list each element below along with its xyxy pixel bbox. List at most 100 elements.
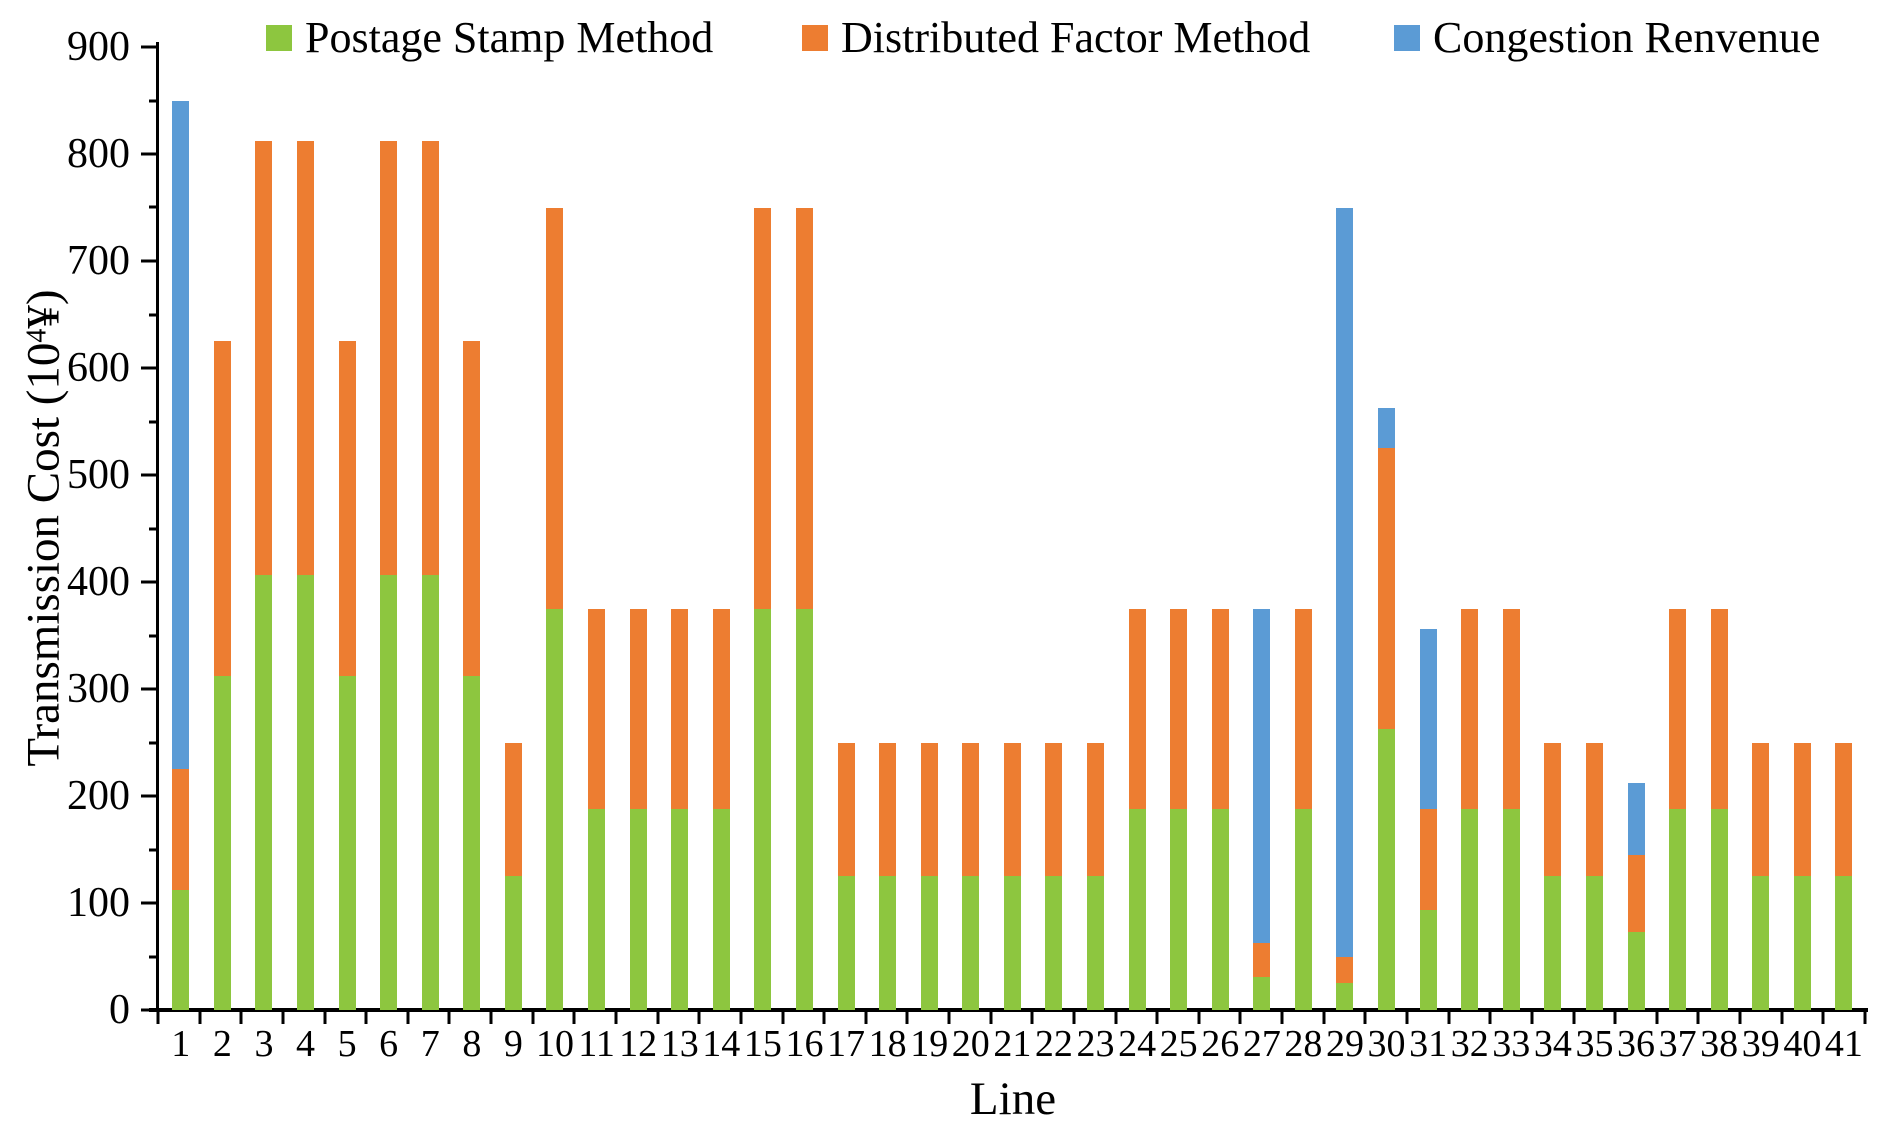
x-tick [1363,1010,1367,1024]
x-tick [781,1010,784,1024]
x-tick [281,1010,285,1024]
bar-segment [1585,742,1603,877]
bar-slot-line-30 [1366,47,1408,1010]
bar-segment [1170,809,1188,1010]
x-tick-label-28: 28 [1284,1023,1323,1065]
x-tick-label-33: 33 [1492,1023,1531,1065]
bar-segment [1627,932,1645,1010]
bar-slot-line-4 [285,47,327,1010]
legend-item-congestion-revenue: Congestion Renvenue [1394,16,1820,60]
bar-line-28 [1294,47,1312,1010]
bar-slot-line-36 [1615,47,1657,1010]
bar-line-25 [1170,47,1188,1010]
x-tick-label-11: 11 [578,1023,615,1065]
bar-line-30 [1378,47,1396,1010]
bar-segment [504,876,522,1010]
bar-segment [795,608,813,1010]
bar-line-33 [1502,47,1520,1010]
bar-slot-line-40 [1782,47,1824,1010]
bar-line-16 [795,47,813,1010]
bar-line-37 [1669,47,1687,1010]
x-tick-label-4: 4 [296,1023,316,1065]
y-tick-label: 700 [67,238,130,284]
bar-segment [463,675,481,1010]
x-tick-label-34: 34 [1533,1023,1572,1065]
bar-segment [297,575,315,1010]
bar-line-27 [1253,47,1271,1010]
bar-segment [879,876,897,1010]
bar-slot-line-37 [1657,47,1699,1010]
bars [160,47,1865,1010]
bar-slot-line-18 [867,47,909,1010]
x-tick [198,1010,202,1024]
bar-slot-line-11 [576,47,618,1010]
x-tick-label-7: 7 [420,1023,440,1065]
x-tick [947,1010,951,1024]
bar-segment [172,100,190,770]
x-tick [1238,1010,1242,1024]
bar-segment [1253,976,1271,1010]
bar-line-24 [1128,47,1146,1010]
x-tick [989,1010,993,1024]
x-tick [864,1010,868,1024]
bar-segment [380,575,398,1010]
bar-segment [1710,608,1728,810]
bar-line-5 [338,47,356,1010]
bar-segment [1087,876,1104,1010]
bar-segment [297,140,315,576]
x-tick-label-35: 35 [1575,1023,1614,1065]
y-major-tick [141,901,158,905]
x-tick [1780,1010,1784,1024]
x-tick-label-39: 39 [1741,1023,1780,1065]
x-tick-label-21: 21 [993,1023,1032,1065]
x-tick [572,1010,576,1024]
bar-segment [338,341,356,676]
bar-segment [213,675,231,1010]
bar-segment [1003,742,1021,877]
bar-line-17 [837,47,855,1010]
bar-segment [1378,729,1396,1010]
bar-line-29 [1336,47,1354,1010]
x-tick [406,1010,410,1024]
x-tick [697,1010,701,1024]
legend-item-postage-stamp-method: Postage Stamp Method [266,16,713,60]
plot-area [160,47,1865,1010]
y-minor-tick [149,99,158,102]
bar-segment [463,341,481,676]
bar-slot-line-33 [1491,47,1533,1010]
y-tick-label: 800 [67,131,130,177]
x-tick-label-26: 26 [1201,1023,1240,1065]
bar-slot-line-13 [659,47,701,1010]
bar-segment [962,742,980,877]
bar-line-31 [1419,47,1437,1010]
bar-slot-line-24 [1116,47,1158,1010]
x-tick [239,1010,243,1024]
bar-segment [712,809,730,1010]
bar-segment [1128,809,1146,1010]
y-major-tick [141,794,158,798]
bar-segment [172,889,190,1010]
x-tick [1821,1010,1825,1024]
x-tick-label-10: 10 [535,1023,574,1065]
bar-segment [421,140,439,576]
x-tick [1863,1010,1867,1024]
x-tick-label-40: 40 [1783,1023,1822,1065]
bar-line-26 [1211,47,1229,1010]
y-minor-tick [149,848,158,851]
bar-segment [338,675,356,1010]
x-tick-label-9: 9 [503,1023,523,1065]
bar-slot-line-19 [908,47,950,1010]
bar-segment [1378,448,1396,730]
y-minor-tick [149,527,158,530]
legend-label-congestion-revenue: Congestion Renvenue [1433,13,1821,62]
bar-segment [213,341,231,676]
bar-line-40 [1793,47,1811,1010]
bar-segment [588,608,606,810]
x-axis-title: Line [969,1073,1057,1125]
bar-segment [1502,608,1520,810]
x-tick-label-5: 5 [337,1023,357,1065]
y-major-tick [141,366,158,370]
x-tick-label-19: 19 [910,1023,949,1065]
y-tick-label: 0 [109,987,130,1033]
bar-segment [795,207,813,609]
